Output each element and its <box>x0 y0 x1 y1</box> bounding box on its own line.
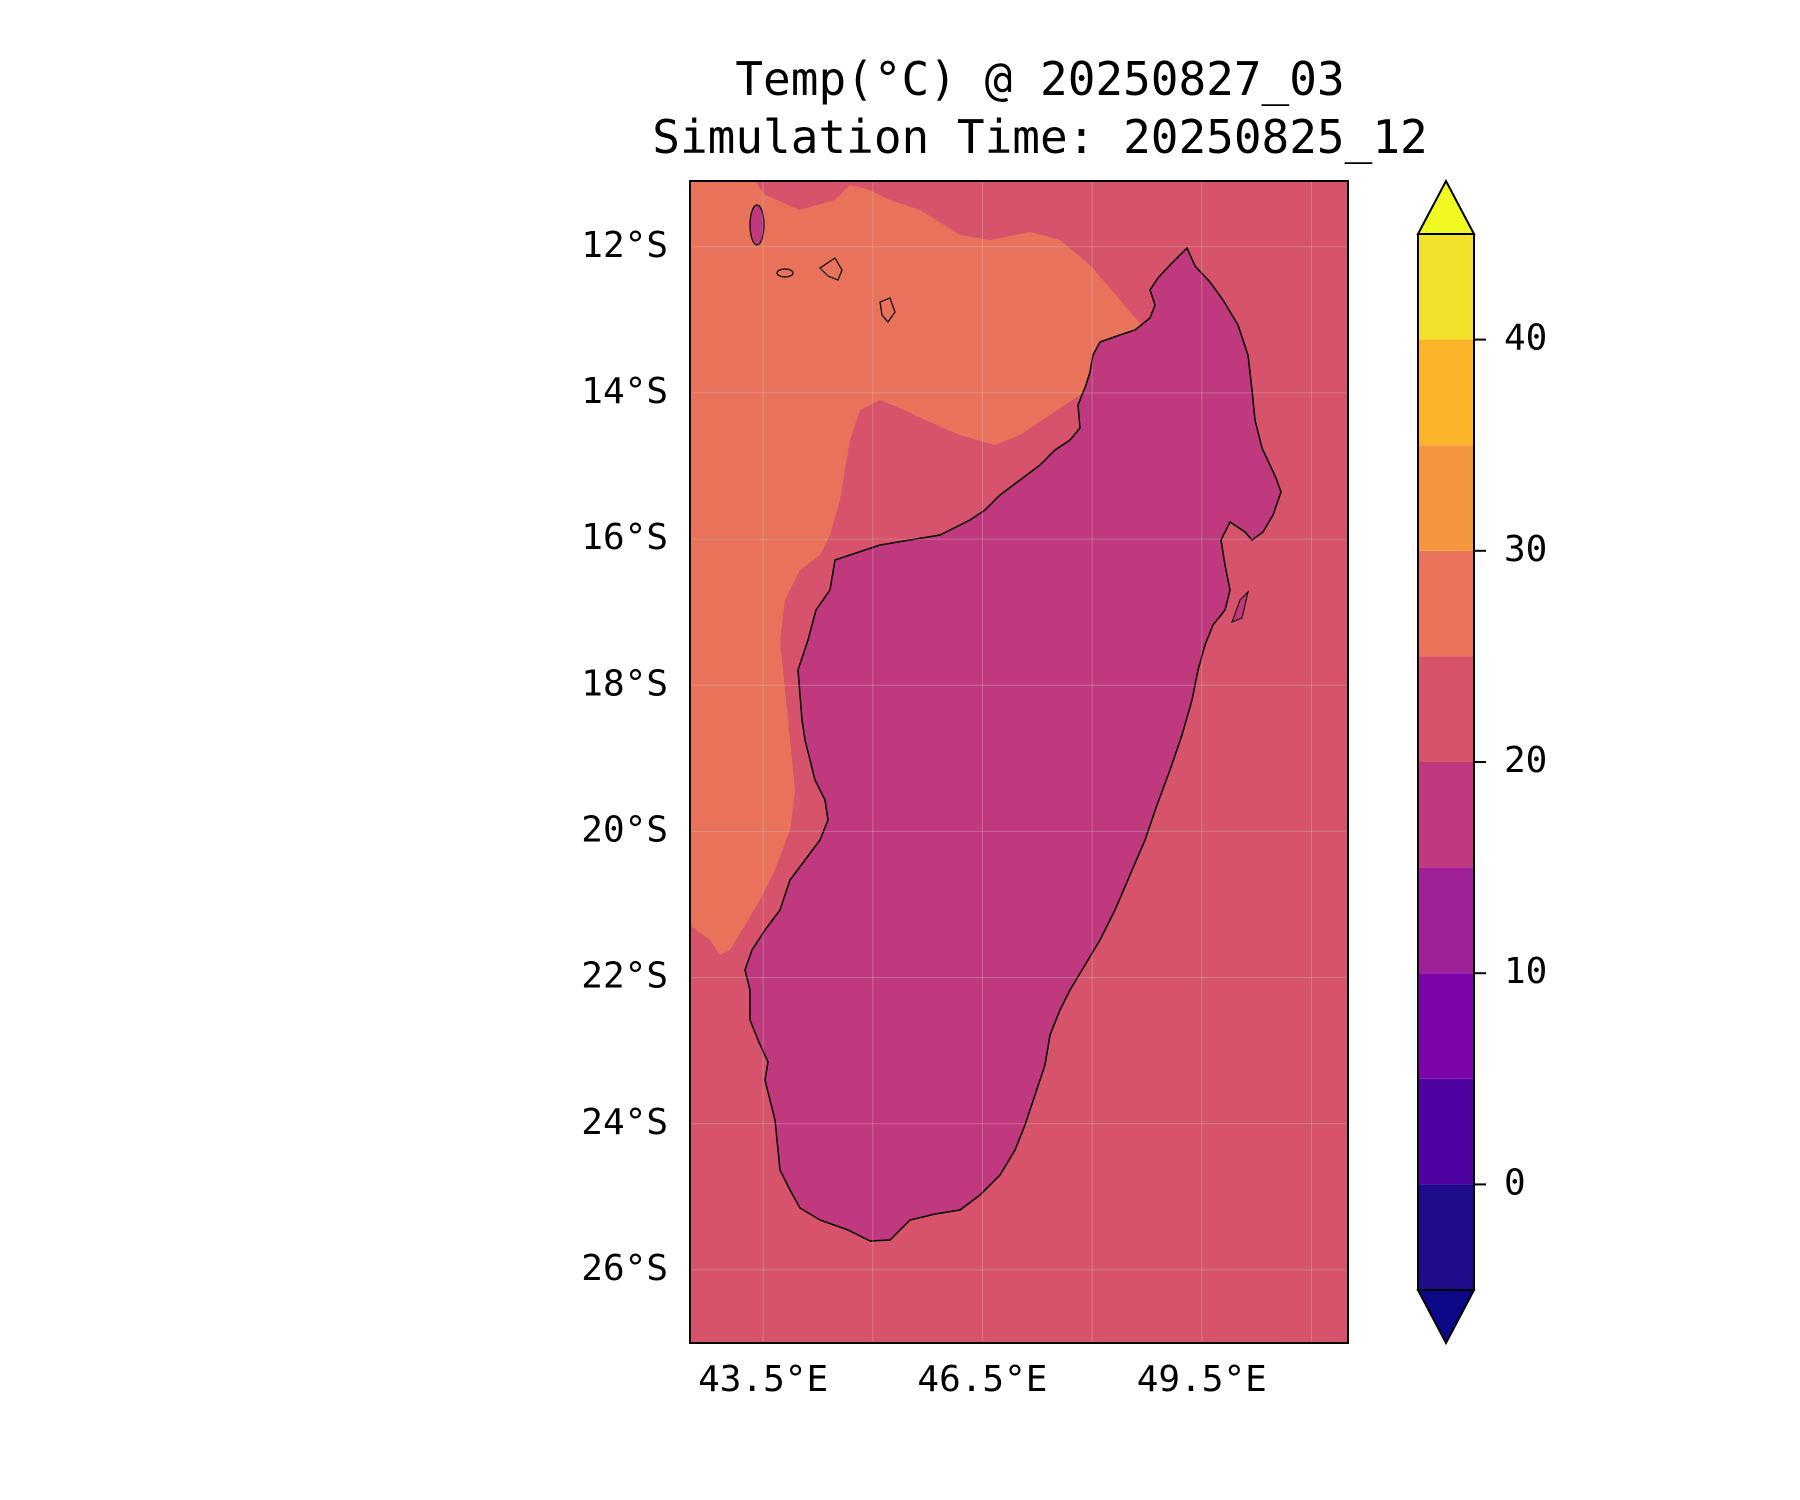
lon-tick-label: 46.5°E <box>917 1359 1047 1400</box>
grande-comore-island <box>749 204 765 246</box>
longitude-tick-labels: 43.5°E 46.5°E 49.5°E <box>698 1359 1267 1400</box>
map-axes: 12°S14°S16°S18°S20°S22°S24°S26°S 43.5°E 4… <box>581 180 1349 1400</box>
colorbar-segment <box>1418 1078 1474 1185</box>
lat-tick-label: 26°S <box>581 1248 668 1289</box>
colorbar-segment <box>1418 762 1474 868</box>
moheli-island <box>776 268 794 278</box>
lat-tick-label: 12°S <box>581 225 668 266</box>
lat-tick-label: 22°S <box>581 956 668 997</box>
anjouan-island <box>819 257 843 281</box>
colorbar-tick-label: 30 <box>1504 529 1547 570</box>
lon-tick-label: 43.5°E <box>698 1359 828 1400</box>
colorbar-segment <box>1418 445 1474 551</box>
colorbar-segment <box>1418 339 1474 446</box>
lat-tick-label: 16°S <box>581 517 668 558</box>
map-subtitle: Simulation Time: 20250825_12 <box>652 110 1428 164</box>
colorbar-segment <box>1418 550 1474 657</box>
colorbar-tick-label: 0 <box>1504 1162 1526 1203</box>
lat-tick-label: 24°S <box>581 1102 668 1143</box>
title-block: Temp(°C) @ 20250827_03 Simulation Time: … <box>490 50 1590 166</box>
colorbar-tick-label: 40 <box>1504 318 1547 359</box>
colorbar: 0 10 20 30 40 <box>1416 178 1547 1346</box>
latitude-tick-labels: 12°S 14°S 16°S 18°S 20°S 22°S 24°S 26°S <box>581 225 668 1289</box>
gridlines <box>690 181 1348 1343</box>
lat-tick-label: 20°S <box>581 809 668 850</box>
colorbar-extend-min <box>1416 1289 1476 1346</box>
mayotte-island <box>879 297 896 323</box>
lon-tick-label: 49.5°E <box>1137 1359 1267 1400</box>
map-frame <box>689 180 1349 1344</box>
colorbar-extend-max <box>1416 178 1476 235</box>
sainte-marie-island <box>1231 590 1249 623</box>
colorbar-segment <box>1418 656 1474 762</box>
lat-tick-label: 18°S <box>581 663 668 704</box>
colorbar-tick-label: 10 <box>1504 951 1547 992</box>
colorbar-tick-label: 20 <box>1504 740 1547 781</box>
colorbar-segment <box>1418 1184 1474 1290</box>
colorbar-segment <box>1418 973 1474 1079</box>
map-title: Temp(°C) @ 20250827_03 <box>735 52 1345 106</box>
ocean-warm-region <box>690 181 1150 955</box>
colorbar-segment <box>1418 867 1474 974</box>
colorbar-segment <box>1418 234 1474 340</box>
lat-tick-label: 14°S <box>581 371 668 412</box>
